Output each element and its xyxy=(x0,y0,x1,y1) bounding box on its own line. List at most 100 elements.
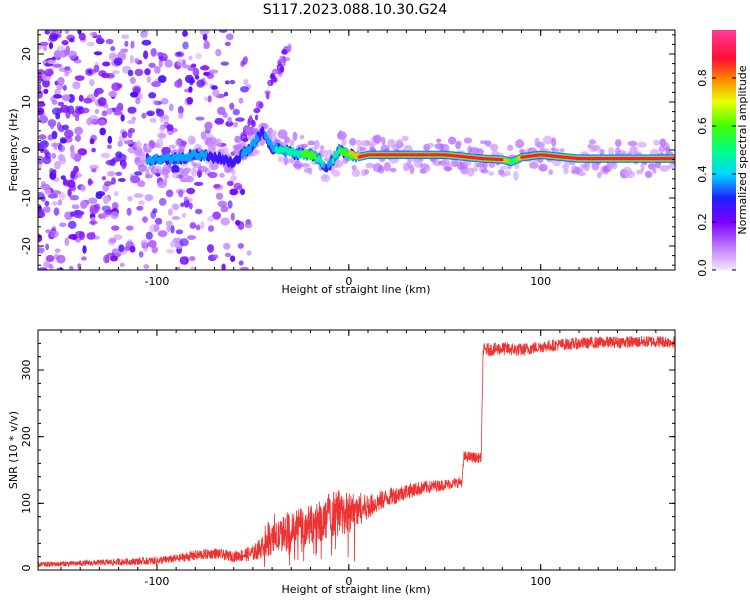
spectrogram-noise-cell xyxy=(111,202,119,210)
spectrogram-noise-cell xyxy=(77,148,88,156)
spectrogram-noise-cell xyxy=(230,212,235,221)
spectrogram-halo-cell xyxy=(536,141,545,149)
spectrogram-noise-cell xyxy=(59,222,67,228)
spectrogram-noise-cell xyxy=(38,134,47,140)
spectrogram-noise-cell xyxy=(149,118,157,123)
spectrogram-halo-cell xyxy=(599,149,605,155)
colorbar-tick-label: 0.6 xyxy=(696,117,709,135)
spectrogram-noise-cell xyxy=(44,68,54,77)
spectrogram-noise-cell xyxy=(214,117,225,125)
spectrogram-noise-cell xyxy=(207,215,215,222)
spectrogram-noise-cell xyxy=(51,107,62,116)
spectrogram-halo-cell xyxy=(293,160,303,171)
spectrogram-noise-cell xyxy=(213,254,219,259)
snr-y-tick-label: 200 xyxy=(20,426,33,447)
spectrogram-noise-cell xyxy=(38,102,46,107)
spectrogram-noise-cell xyxy=(62,84,67,91)
spectrogram-noise-cell xyxy=(188,55,193,61)
spectrogram-noise-cell xyxy=(186,187,196,195)
snr-background xyxy=(38,330,675,570)
spectrogram-noise-cell xyxy=(38,115,49,124)
spectrogram-noise-cell xyxy=(225,33,234,41)
spectrogram-halo-cell xyxy=(514,163,520,170)
spectrogram-noise-cell xyxy=(86,232,96,240)
spectrogram-halo-cell xyxy=(480,169,489,174)
spectrogram-noise-cell xyxy=(69,195,80,201)
spectrogram-noise-cell xyxy=(56,254,66,264)
spectrogram-noise-cell xyxy=(111,177,116,185)
spectrogram-halo-cell xyxy=(135,140,142,150)
spectrogram-noise-cell xyxy=(64,30,70,34)
spectrogram-x-tick-label: 0 xyxy=(345,275,352,288)
spectrogram-noise-cell xyxy=(117,51,126,60)
spectrogram-halo-cell xyxy=(230,175,237,182)
spectrogram-halo-cell xyxy=(320,145,325,151)
spectrogram-noise-cell xyxy=(170,225,175,234)
spectrogram-noise-cell xyxy=(202,33,208,41)
spectrogram-noise-cell xyxy=(107,135,113,144)
spectrogram-noise-cell xyxy=(80,107,90,114)
snr-y-tick-label: 0 xyxy=(20,565,33,572)
spectrogram-halo-cell xyxy=(436,138,442,143)
spectrogram-noise-cell xyxy=(196,79,205,88)
spectrogram-noise-cell xyxy=(157,51,163,57)
spectrogram-noise-cell xyxy=(207,171,218,179)
spectrogram-noise-cell xyxy=(56,267,64,270)
spectrogram-halo-cell xyxy=(542,135,553,145)
spectrogram-noise-cell xyxy=(180,202,185,208)
spectrogram-noise-cell xyxy=(38,107,45,116)
spectrogram-noise-cell xyxy=(244,222,253,229)
spectrogram-noise-cell xyxy=(111,225,120,231)
spectrogram-noise-cell xyxy=(50,142,60,148)
spectrogram-noise-cell xyxy=(58,145,66,153)
spectrogram-ridge-cell xyxy=(248,145,252,154)
spectrogram-noise-cell xyxy=(220,61,229,66)
spectrogram-halo-cell xyxy=(476,148,484,156)
spectrogram-noise-cell xyxy=(233,121,238,128)
spectrogram-y-tick-label: 10 xyxy=(20,95,33,109)
spectrogram-noise-cell xyxy=(94,108,100,115)
spectrogram-halo-cell xyxy=(615,139,622,148)
spectrogram-noise-cell xyxy=(189,256,196,262)
spectrogram-noise-cell xyxy=(69,265,74,270)
spectrogram-halo-cell xyxy=(577,171,586,177)
snr-ticks: -100 0 100 0 100 200 300 xyxy=(20,329,675,588)
spectrogram-noise-cell xyxy=(238,97,244,104)
spectrogram-noise-cell xyxy=(126,207,132,216)
spectrogram-noise-cell xyxy=(49,167,54,175)
spectrogram-noise-cell xyxy=(111,248,120,254)
spectrogram-halo-cell xyxy=(183,167,191,174)
spectrogram-noise-cell xyxy=(50,34,57,39)
spectrogram-noise-cell xyxy=(171,216,181,220)
colorbar-ramp xyxy=(712,30,736,270)
spectrogram-noise-cell xyxy=(199,30,210,36)
spectrogram-noise-cell xyxy=(168,103,174,112)
spectrogram-halo-cell xyxy=(351,168,361,177)
spectrogram-noise-cell xyxy=(109,255,119,262)
spectrogram-halo-cell xyxy=(215,138,222,148)
spectrogram-noise-cell xyxy=(45,229,52,234)
spectrogram-halo-cell xyxy=(443,166,453,172)
spectrogram-noise-cell xyxy=(193,181,204,186)
spectrogram-noise-cell xyxy=(78,94,84,102)
spectrogram-noise-cell xyxy=(188,77,194,86)
spectrogram-noise-cell xyxy=(117,178,126,182)
spectrogram-noise-cell xyxy=(238,260,244,266)
spectrogram-noise-cell xyxy=(153,223,160,232)
spectrogram-noise-cell xyxy=(157,230,168,238)
spectrogram-noise-cell xyxy=(66,34,76,41)
spectrogram-halo-cell xyxy=(301,143,309,148)
spectrogram-y-tick-label: 0 xyxy=(20,147,33,154)
spectrogram-halo-cell xyxy=(659,165,670,172)
spectrogram-noise-cell xyxy=(61,94,71,102)
spectrogram-noise-cell xyxy=(45,254,55,263)
spectrogram-halo-cell xyxy=(191,167,197,177)
spectrogram-noise-cell xyxy=(129,76,136,85)
spectrogram-noise-cell xyxy=(38,143,43,150)
spectrogram-noise-cell xyxy=(108,52,118,61)
spectrogram-halo-cell xyxy=(338,130,343,140)
spectrogram-noise-cell xyxy=(61,40,69,46)
spectrogram-chirp-cell xyxy=(282,56,287,63)
spectrogram-noise-cell xyxy=(224,252,232,258)
colorbar-label: Normalized spectral amplitude xyxy=(736,65,749,234)
